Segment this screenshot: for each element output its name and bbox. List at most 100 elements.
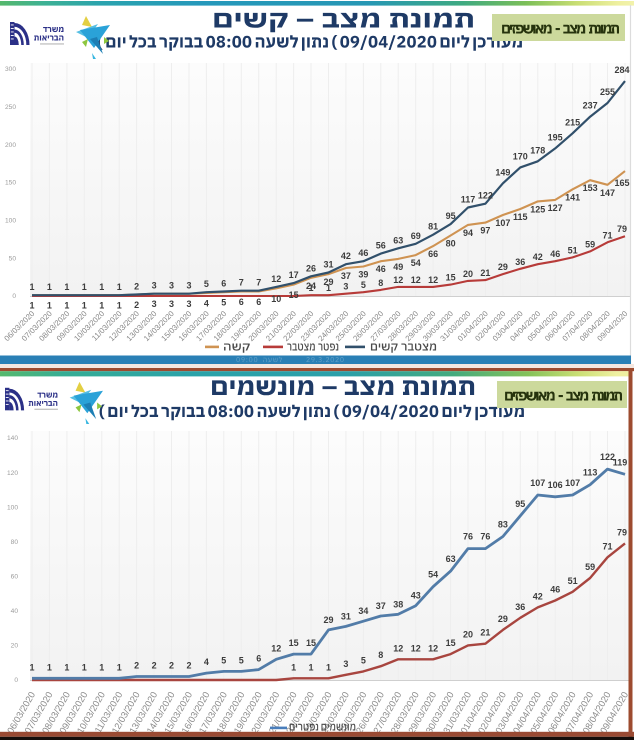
- svg-text:100: 100: [5, 218, 16, 225]
- svg-text:29: 29: [323, 615, 333, 625]
- svg-text:6: 6: [221, 279, 226, 289]
- svg-text:300: 300: [5, 66, 16, 73]
- svg-text:66: 66: [428, 249, 438, 259]
- svg-text:59: 59: [585, 239, 595, 249]
- svg-text:3: 3: [186, 281, 191, 291]
- svg-text:107: 107: [565, 478, 580, 488]
- svg-text:122: 122: [478, 191, 493, 201]
- svg-text:39: 39: [358, 270, 368, 280]
- svg-text:21: 21: [480, 268, 490, 278]
- svg-text:7: 7: [239, 278, 244, 288]
- svg-text:5: 5: [361, 280, 366, 290]
- svg-text:165: 165: [614, 178, 629, 188]
- svg-text:12: 12: [393, 275, 403, 285]
- svg-text:6: 6: [256, 297, 261, 307]
- svg-text:6: 6: [256, 654, 261, 664]
- svg-text:7: 7: [256, 278, 261, 288]
- svg-text:40: 40: [11, 608, 19, 615]
- svg-text:71: 71: [602, 541, 612, 551]
- svg-text:1: 1: [82, 282, 87, 292]
- svg-text:1: 1: [117, 301, 122, 311]
- svg-text:8: 8: [378, 278, 383, 288]
- svg-text:63: 63: [446, 554, 456, 564]
- svg-text:42: 42: [533, 591, 543, 601]
- svg-text:5: 5: [239, 655, 244, 665]
- svg-text:24: 24: [306, 281, 316, 291]
- svg-text:140: 140: [7, 435, 18, 442]
- svg-text:71: 71: [602, 230, 612, 240]
- svg-text:237: 237: [583, 101, 598, 111]
- svg-text:107: 107: [495, 218, 510, 228]
- svg-text:1: 1: [82, 301, 87, 311]
- svg-text:1: 1: [47, 282, 52, 292]
- svg-text:46: 46: [376, 264, 386, 274]
- svg-text:15: 15: [446, 638, 456, 648]
- svg-text:255: 255: [600, 87, 615, 97]
- svg-text:2: 2: [134, 282, 139, 292]
- svg-text:76: 76: [480, 532, 490, 542]
- svg-text:1: 1: [117, 662, 122, 672]
- svg-text:1: 1: [29, 301, 34, 311]
- svg-text:284: 284: [614, 65, 629, 75]
- svg-text:106: 106: [548, 480, 563, 490]
- svg-text:29: 29: [498, 262, 508, 272]
- svg-text:51: 51: [568, 245, 578, 255]
- svg-text:1: 1: [99, 301, 104, 311]
- svg-text:63: 63: [393, 235, 403, 245]
- svg-text:1: 1: [326, 283, 331, 293]
- svg-text:4: 4: [204, 299, 209, 309]
- svg-text:141: 141: [565, 192, 580, 202]
- svg-text:81: 81: [428, 222, 438, 232]
- svg-text:178: 178: [530, 145, 545, 155]
- svg-text:3: 3: [343, 659, 348, 669]
- svg-text:200: 200: [5, 142, 16, 149]
- svg-text:1: 1: [99, 282, 104, 292]
- svg-text:5: 5: [361, 655, 366, 665]
- svg-text:80: 80: [11, 539, 19, 546]
- svg-text:51: 51: [568, 576, 578, 586]
- svg-text:38: 38: [393, 599, 403, 609]
- svg-text:95: 95: [515, 499, 525, 509]
- svg-text:1: 1: [99, 662, 104, 672]
- svg-text:1: 1: [64, 282, 69, 292]
- svg-text:6: 6: [239, 297, 244, 307]
- svg-text:3: 3: [152, 281, 157, 291]
- svg-text:1: 1: [47, 662, 52, 672]
- svg-text:5: 5: [221, 298, 226, 308]
- svg-text:100: 100: [7, 504, 18, 511]
- svg-text:170: 170: [513, 151, 528, 161]
- svg-text:3: 3: [169, 299, 174, 309]
- svg-text:150: 150: [5, 180, 16, 187]
- svg-text:21: 21: [480, 628, 490, 638]
- svg-text:1: 1: [64, 301, 69, 311]
- svg-text:119: 119: [613, 457, 628, 467]
- svg-text:12: 12: [271, 643, 281, 653]
- svg-text:0: 0: [14, 677, 18, 684]
- svg-text:3: 3: [343, 282, 348, 292]
- svg-text:76: 76: [463, 532, 473, 542]
- svg-text:1: 1: [308, 662, 313, 672]
- svg-text:95: 95: [446, 211, 456, 221]
- svg-text:69: 69: [411, 231, 421, 241]
- svg-text:20: 20: [463, 269, 473, 279]
- svg-text:79: 79: [617, 527, 627, 537]
- svg-text:49: 49: [393, 262, 403, 272]
- svg-text:8: 8: [378, 650, 383, 660]
- svg-text:36: 36: [515, 257, 525, 267]
- svg-text:15: 15: [306, 638, 316, 648]
- svg-text:50: 50: [9, 255, 17, 262]
- svg-text:2: 2: [169, 661, 174, 671]
- svg-text:3: 3: [169, 281, 174, 291]
- svg-text:54: 54: [428, 570, 438, 580]
- svg-text:43: 43: [411, 591, 421, 601]
- svg-text:80: 80: [446, 239, 456, 249]
- svg-text:97: 97: [480, 226, 490, 236]
- svg-text:17: 17: [289, 270, 299, 280]
- svg-text:147: 147: [600, 188, 615, 198]
- svg-text:2: 2: [134, 300, 139, 310]
- svg-text:1: 1: [29, 282, 34, 292]
- svg-text:1: 1: [308, 283, 313, 293]
- svg-text:31: 31: [341, 611, 351, 621]
- svg-text:46: 46: [550, 249, 560, 259]
- svg-text:56: 56: [376, 241, 386, 251]
